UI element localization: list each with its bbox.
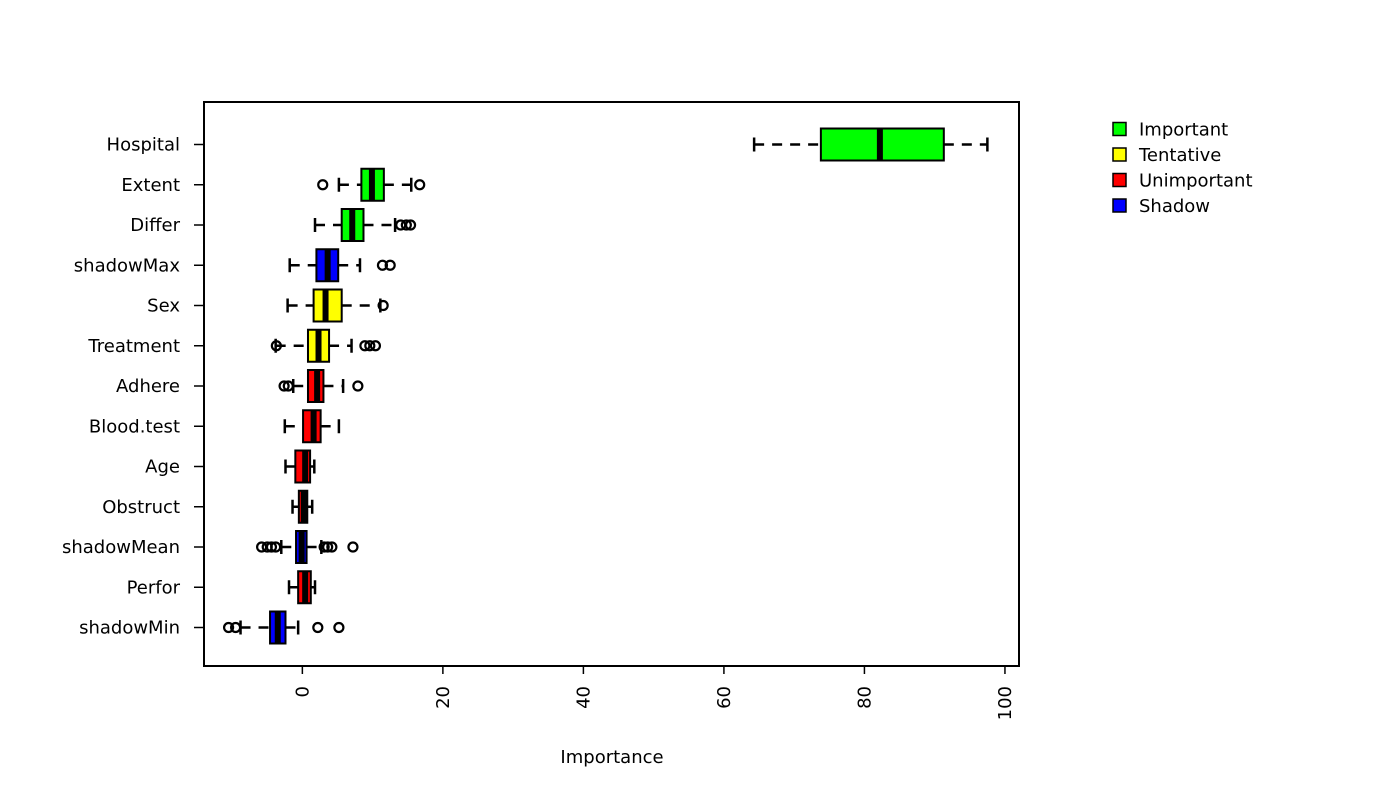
box-obstruct (291, 489, 314, 524)
legend-label-shadow: Shadow (1139, 196, 1210, 217)
y-tick-label-perfor: Perfor (127, 577, 181, 598)
outlier-point (326, 541, 338, 553)
x-tick-label: 0 (292, 686, 313, 697)
outlier-point (222, 621, 235, 634)
outlier-point (333, 621, 345, 634)
outlier-point (317, 179, 329, 191)
outlier-point (376, 259, 389, 271)
outlier-point (414, 179, 426, 191)
y-tick-label-blood-test: Blood.test (89, 416, 180, 437)
outlier-point (404, 219, 417, 231)
legend-label-unimportant: Unimportant (1139, 171, 1253, 192)
outlier-point (364, 340, 376, 352)
y-tick-label-adhere: Adhere (116, 376, 180, 397)
outlier-point (312, 621, 324, 634)
x-axis: 0 20 40 60 80 100 (292, 666, 1016, 720)
x-tick-label: 80 (854, 686, 875, 709)
outlier-point (282, 380, 294, 392)
legend-swatch-shadow (1112, 198, 1127, 213)
outlier-point (347, 541, 359, 553)
box-blood-test (283, 409, 341, 444)
box-shadowmean (256, 530, 359, 564)
outlier-point (369, 340, 382, 352)
y-axis: Hospital Extent Differ shadowMax Sex Treatmen… (62, 135, 204, 639)
box-adhere (278, 369, 364, 403)
outlier-point (270, 340, 282, 352)
x-tick-label: 40 (573, 686, 594, 709)
y-tick-label-shadowmin: shadowMin (79, 618, 180, 639)
box-shadowmin (222, 610, 345, 645)
outlier-point (318, 541, 330, 553)
x-axis-title: Importance (560, 747, 663, 768)
box-sex (286, 288, 389, 323)
box-extent (317, 167, 426, 202)
x-tick-label: 100 (995, 686, 1016, 720)
y-tick-label-treatment: Treatment (87, 336, 180, 357)
outlier-point (230, 621, 242, 634)
outlier-point (270, 541, 282, 553)
box-age (284, 449, 316, 484)
y-tick-label-shadowmax: shadowMax (74, 255, 181, 276)
y-tick-label-obstruct: Obstruct (102, 497, 180, 518)
box-shadowmax (288, 248, 396, 283)
legend-label-tentative: Tentative (1138, 145, 1221, 166)
box-treatment (270, 328, 382, 363)
x-tick-label: 60 (714, 686, 735, 709)
box-series (222, 127, 989, 645)
outlier-point (265, 541, 278, 553)
legend-swatch-unimportant (1112, 172, 1127, 188)
y-tick-label-extent: Extent (121, 175, 180, 196)
legend: Important Tentative Unimportant Shadow (1112, 120, 1253, 217)
box-differ (313, 208, 417, 242)
y-tick-label-differ: Differ (130, 215, 180, 236)
outlier-point (352, 380, 364, 392)
outlier-point (400, 219, 412, 231)
legend-swatch-important (1112, 121, 1127, 137)
plot-frame (203, 101, 1020, 667)
y-tick-label-shadowmean: shadowMean (62, 537, 180, 558)
box-perfor (287, 570, 317, 605)
legend-swatch-tentative (1112, 147, 1127, 162)
y-tick-label-hospital: Hospital (107, 135, 180, 156)
y-tick-label-sex: Sex (147, 296, 180, 317)
outlier-point (377, 299, 389, 312)
box-hospital (752, 127, 989, 162)
x-tick-label: 20 (433, 686, 454, 709)
outlier-point (278, 380, 290, 392)
legend-label-important: Important (1139, 120, 1228, 141)
outlier-point (384, 259, 396, 271)
y-tick-label-age: Age (145, 457, 180, 478)
outlier-point (359, 340, 371, 352)
outlier-point (322, 541, 334, 553)
